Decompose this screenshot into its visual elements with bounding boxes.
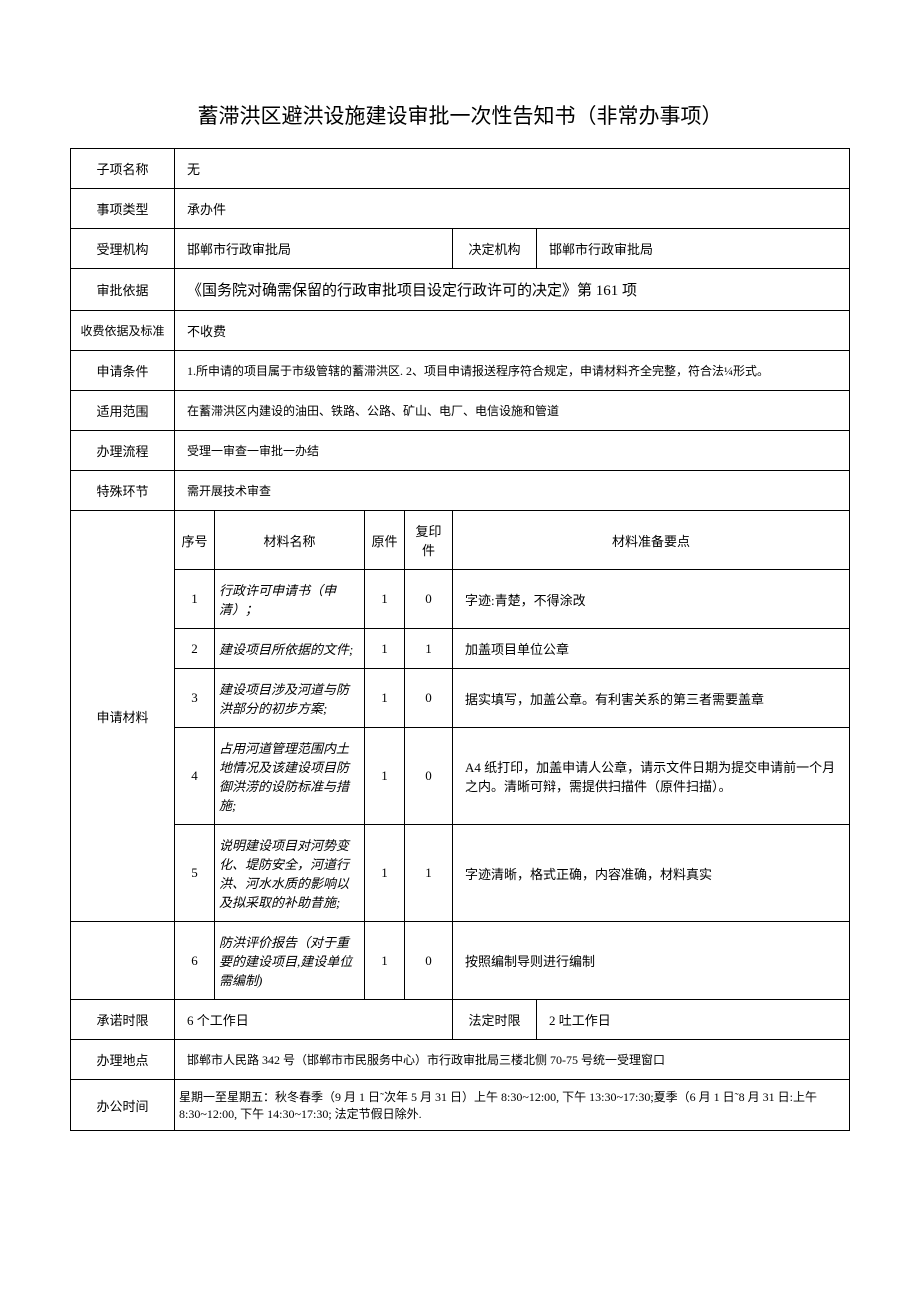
label-fee: 收费依据及标准 (71, 311, 175, 351)
material-orig: 1 (365, 570, 405, 629)
label-basis: 审批依据 (71, 269, 175, 311)
material-copy: 1 (405, 629, 453, 669)
value-location: 邯郸市人民路 342 号（邯郸市市民服务中心）市行政审批局三楼北侧 70-75 … (175, 1040, 850, 1080)
value-legal-time: 2 吐工作日 (537, 1000, 850, 1040)
row-basis: 审批依据 《国务院对确需保留的行政审批项目设定行政许可的决定》第 161 项 (71, 269, 850, 311)
value-fee: 不收费 (175, 311, 850, 351)
value-decide-org: 邯郸市行政审批局 (537, 229, 850, 269)
row-material-header: 申请材料 序号 材料名称 原件 复印件 材料准备要点 (71, 511, 850, 570)
material-req: 字迹:青楚，不得涂改 (453, 570, 850, 629)
row-time: 承诺时限 6 个工作日 法定时限 2 吐工作日 (71, 1000, 850, 1040)
material-row-3: 3 建设项目涉及河道与防洪部分的初步方案; 1 0 据实填写，加盖公章。有利害关… (71, 669, 850, 728)
material-req: 加盖项目单位公章 (453, 629, 850, 669)
material-row-1: 1 行政许可申请书（申 清）； 1 0 字迹:青楚，不得涂改 (71, 570, 850, 629)
material-orig: 1 (365, 825, 405, 922)
header-seq: 序号 (175, 511, 215, 570)
material-req: A4 纸打印，加盖申请人公章，请示文件日期为提交申请前一个月之内。清晰可辩，需提… (453, 728, 850, 825)
header-copy: 复印件 (405, 511, 453, 570)
label-commit-time: 承诺时限 (71, 1000, 175, 1040)
main-table: 子项名称 无 事项类型 承办件 受理机构 邯郸市行政审批局 决定机构 邯郸市行政… (70, 148, 850, 1131)
material-seq: 5 (175, 825, 215, 922)
material-row-2: 2 建设项目所依据的文件; 1 1 加盖项目单位公章 (71, 629, 850, 669)
label-scope: 适用范围 (71, 391, 175, 431)
row-office-hours: 办公时间 星期一至星期五：秋冬春季（9 月 1 日˜次年 5 月 31 日）上午… (71, 1080, 850, 1131)
value-matter-type: 承办件 (175, 189, 850, 229)
material-orig: 1 (365, 728, 405, 825)
value-scope: 在蓄滞洪区内建设的油田、铁路、公路、矿山、电厂、电信设施和管道 (175, 391, 850, 431)
row-subitem: 子项名称 无 (71, 149, 850, 189)
row-special: 特殊环节 需开展技术审查 (71, 471, 850, 511)
value-subitem: 无 (175, 149, 850, 189)
material-copy: 0 (405, 922, 453, 1000)
material-req: 按照编制导则进行编制 (453, 922, 850, 1000)
value-basis: 《国务院对确需保留的行政审批项目设定行政许可的决定》第 161 项 (175, 269, 850, 311)
material-seq: 2 (175, 629, 215, 669)
label-process: 办理流程 (71, 431, 175, 471)
material-name: 建设项目涉及河道与防洪部分的初步方案; (215, 669, 365, 728)
row-fee: 收费依据及标准 不收费 (71, 311, 850, 351)
material-copy: 0 (405, 570, 453, 629)
material-orig: 1 (365, 922, 405, 1000)
label-decide-org: 决定机构 (453, 229, 537, 269)
value-accept-org: 邯郸市行政审批局 (175, 229, 453, 269)
value-office-hours: 星期一至星期五：秋冬春季（9 月 1 日˜次年 5 月 31 日）上午 8:30… (175, 1080, 850, 1131)
label-office-hours: 办公时间 (71, 1080, 175, 1131)
material-req: 字迹清晰，格式正确，内容准确，材料真实 (453, 825, 850, 922)
material-req: 据实填写，加盖公章。有利害关系的第三者需要盖章 (453, 669, 850, 728)
label-special: 特殊环节 (71, 471, 175, 511)
value-commit-time: 6 个工作日 (175, 1000, 453, 1040)
label-accept-org: 受理机构 (71, 229, 175, 269)
header-req: 材料准备要点 (453, 511, 850, 570)
header-orig: 原件 (365, 511, 405, 570)
material-name: 建设项目所依据的文件; (215, 629, 365, 669)
material-name: 行政许可申请书（申 清）； (215, 570, 365, 629)
material-seq: 3 (175, 669, 215, 728)
row-matter-type: 事项类型 承办件 (71, 189, 850, 229)
material-orig: 1 (365, 669, 405, 728)
value-special: 需开展技术审查 (175, 471, 850, 511)
row-scope: 适用范围 在蓄滞洪区内建设的油田、铁路、公路、矿山、电厂、电信设施和管道 (71, 391, 850, 431)
label-matter-type: 事项类型 (71, 189, 175, 229)
material-orig: 1 (365, 629, 405, 669)
value-apply-cond: 1.所申请的项目属于市级管辖的蓄滞洪区. 2、项目申请报送程序符合规定，申请材料… (175, 351, 850, 391)
label-location: 办理地点 (71, 1040, 175, 1080)
material-seq: 4 (175, 728, 215, 825)
row-process: 办理流程 受理一审查一审批一办结 (71, 431, 850, 471)
row-org: 受理机构 邯郸市行政审批局 决定机构 邯郸市行政审批局 (71, 229, 850, 269)
label-apply-cond: 申请条件 (71, 351, 175, 391)
material-copy: 0 (405, 669, 453, 728)
label-legal-time: 法定时限 (453, 1000, 537, 1040)
material-name: 防洪评价报告（对于重要的建设项目,建设单位需编制) (215, 922, 365, 1000)
row-location: 办理地点 邯郸市人民路 342 号（邯郸市市民服务中心）市行政审批局三楼北侧 7… (71, 1040, 850, 1080)
material-row-4: 4 占用河道管理范围内土地情况及该建设项目防御洪涝的设防标准与措施; 1 0 A… (71, 728, 850, 825)
material-seq: 6 (175, 922, 215, 1000)
material-copy: 0 (405, 728, 453, 825)
value-process: 受理一审查一审批一办结 (175, 431, 850, 471)
material-row-6: 6 防洪评价报告（对于重要的建设项目,建设单位需编制) 1 0 按照编制导则进行… (71, 922, 850, 1000)
material-copy: 1 (405, 825, 453, 922)
header-name: 材料名称 (215, 511, 365, 570)
material-name: 说明建设项目对河势变化、堤防安全，河道行洪、河水水质的影响以及拟采取的补助昔施; (215, 825, 365, 922)
label-materials: 申请材料 (71, 511, 175, 922)
material-name: 占用河道管理范围内土地情况及该建设项目防御洪涝的设防标准与措施; (215, 728, 365, 825)
spacer-cell (71, 922, 175, 1000)
page-title: 蓄滞洪区避洪设施建设审批一次性告知书（非常办事项） (70, 100, 850, 130)
label-subitem: 子项名称 (71, 149, 175, 189)
material-row-5: 5 说明建设项目对河势变化、堤防安全，河道行洪、河水水质的影响以及拟采取的补助昔… (71, 825, 850, 922)
row-apply-cond: 申请条件 1.所申请的项目属于市级管辖的蓄滞洪区. 2、项目申请报送程序符合规定… (71, 351, 850, 391)
material-seq: 1 (175, 570, 215, 629)
